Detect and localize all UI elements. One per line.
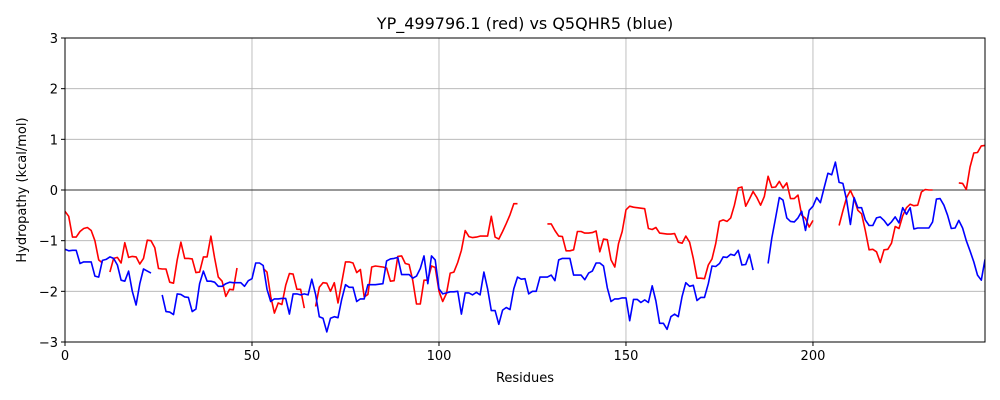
series-layer [65,144,985,333]
series-0-line [262,267,306,314]
y-tick-label: −1 [39,235,58,250]
x-tick-label: 50 [244,349,261,364]
x-axis-label: Residues [496,371,554,386]
series-1-line [767,161,985,281]
y-tick-label: 1 [50,133,58,148]
chart-title: YP_499796.1 (red) vs Q5QHR5 (blue) [376,14,673,34]
y-tick-label: 2 [50,83,58,98]
series-0-line [958,144,985,191]
series-0-line [109,235,238,298]
y-tick-label: −2 [39,285,58,300]
series-0-line [314,202,518,307]
series-group [65,144,985,333]
x-tick-label: 100 [427,349,452,364]
axis-ticks: 0 50 100 150 200 −3 −2 −1 0 1 2 3 [39,32,826,364]
x-tick-label: 150 [614,349,639,364]
series-1-line [65,248,152,306]
y-axis-label: Hydropathy (kcal/mol) [15,117,30,262]
series-0-line [547,175,814,280]
x-tick-label: 200 [801,349,826,364]
y-tick-label: 0 [50,184,58,199]
y-tick-label: 3 [50,32,58,47]
series-1-line [161,249,754,333]
series-0-line [65,210,103,264]
x-tick-label: 0 [61,349,69,364]
y-tick-label: −3 [39,336,58,351]
